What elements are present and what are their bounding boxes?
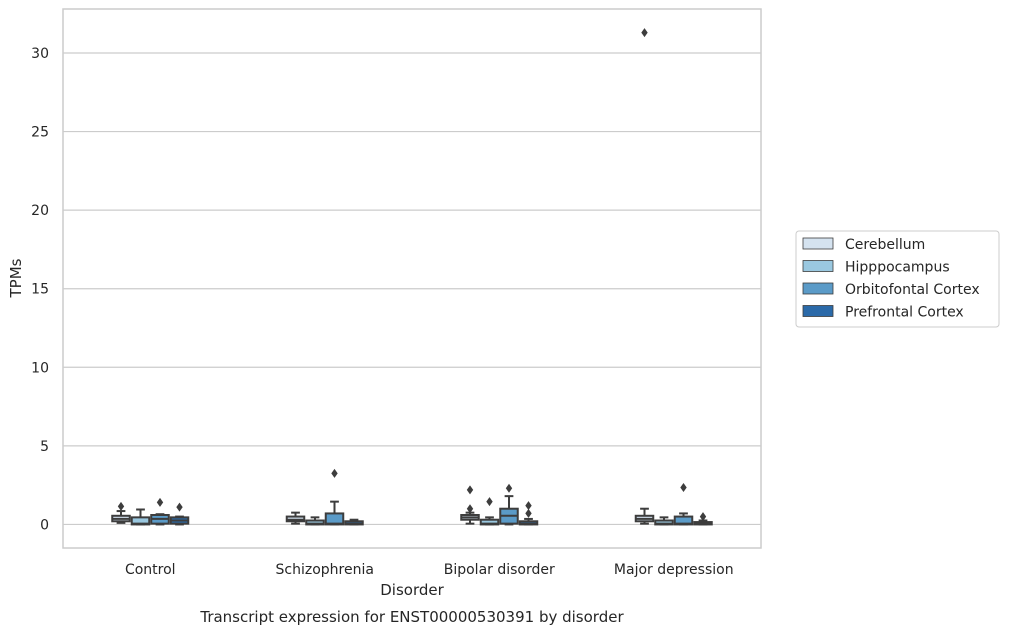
legend-swatch [802, 237, 834, 250]
box-prefrontal-cortex [169, 502, 190, 526]
plot-frame [62, 8, 762, 549]
x-tick-label: Bipolar disorder [444, 562, 555, 578]
outlier-point [117, 501, 125, 511]
x-axis-ticks: Control Schizophrenia Bipolar disorder Majo… [125, 562, 734, 578]
y-tick-label: 0 [40, 517, 49, 533]
legend-label: Orbitofontal Cortex [845, 282, 980, 298]
y-tick-label: 10 [31, 360, 49, 376]
outlier-point [680, 483, 687, 492]
figure-caption: Transcript expression for ENST0000053039… [199, 608, 624, 626]
outlier-point [176, 502, 183, 512]
y-axis-ticks: 0 5 10 15 20 25 30 [31, 46, 49, 533]
y-axis-label: TPMs [7, 258, 25, 298]
box-prefrontal-cortex [344, 518, 364, 526]
outlier-point [641, 28, 648, 38]
outlier-point [466, 485, 474, 495]
box-series [111, 28, 713, 526]
box-orbitofontal-cortex [499, 483, 519, 526]
outlier-point [525, 501, 532, 511]
box-hipppocampus [130, 508, 151, 526]
box-cerebellum [111, 501, 131, 524]
box-hipppocampus [654, 516, 674, 526]
box-cerebellum [285, 511, 306, 525]
y-tick-label: 30 [31, 46, 49, 62]
box-prefrontal-cortex [518, 501, 539, 526]
outlier-point [505, 483, 513, 493]
x-axis-label: Disorder [380, 581, 444, 599]
legend-swatch [802, 305, 834, 317]
x-tick-label: Control [125, 562, 176, 578]
outlier-point [156, 497, 164, 507]
y-tick-label: 20 [31, 203, 49, 219]
box-orbitofontal-cortex [150, 497, 170, 526]
box-hipppocampus [305, 516, 325, 526]
box-orbitofontal-cortex [673, 483, 694, 526]
legend: Cerebellum Hipppocampus Orbitofontal Corte… [795, 230, 1000, 328]
box-cerebellum [460, 485, 480, 525]
legend-frame [795, 230, 1000, 328]
y-tick-label: 15 [31, 282, 49, 298]
outlier-point [331, 468, 338, 478]
box-hipppocampus [479, 497, 500, 526]
legend-label: Cerebellum [845, 237, 925, 253]
outlier-point [466, 504, 474, 514]
outlier-point [699, 512, 707, 522]
legend-swatch [802, 260, 834, 272]
x-tick-label: Major depression [614, 562, 734, 578]
grid-lines [63, 52, 761, 526]
outlier-point [525, 508, 532, 518]
y-tick-label: 5 [40, 439, 49, 455]
outlier-point [486, 497, 493, 507]
box-orbitofontal-cortex [324, 468, 345, 526]
legend-label: Hipppocampus [845, 260, 950, 276]
x-tick-label: Schizophrenia [276, 562, 374, 578]
legend-swatch [802, 282, 834, 295]
box-prefrontal-cortex [693, 512, 713, 526]
legend-label: Prefrontal Cortex [845, 305, 964, 321]
y-tick-label: 25 [31, 125, 49, 141]
box-cerebellum [634, 28, 655, 525]
